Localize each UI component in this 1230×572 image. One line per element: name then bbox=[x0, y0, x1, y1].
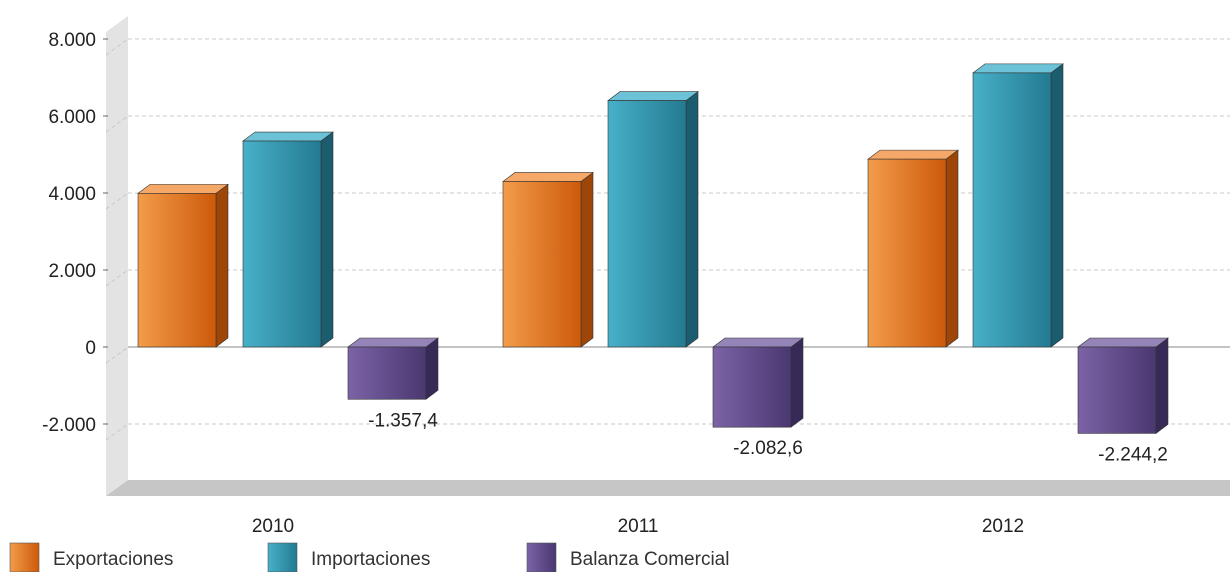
bar-front bbox=[347, 346, 427, 400]
bar-front bbox=[1077, 346, 1157, 434]
bar-top bbox=[242, 131, 334, 142]
bar-balanza-comercial-2012: -2.244,2 bbox=[1077, 337, 1169, 465]
left-wall bbox=[106, 16, 128, 496]
legend-label: Exportaciones bbox=[53, 549, 173, 570]
legend: Exportaciones Importaciones Balanza Comerc… bbox=[9, 542, 729, 572]
bar-importaciones-2012 bbox=[972, 63, 1064, 348]
y-tick-label: 6.000 bbox=[48, 107, 96, 128]
data-label: -2.082,6 bbox=[733, 438, 803, 459]
y-tick-label: 4.000 bbox=[48, 184, 96, 205]
legend-swatch bbox=[9, 542, 40, 572]
bar-top bbox=[347, 337, 439, 348]
y-axis: 8.000 6.000 4.000 2.000 0 -2.000 bbox=[42, 30, 108, 436]
legend-label: Balanza Comercial bbox=[570, 549, 729, 570]
y-tick-label: 2.000 bbox=[48, 261, 96, 282]
data-label: -1.357,4 bbox=[368, 410, 438, 431]
x-tick-label: 2011 bbox=[618, 516, 659, 537]
grid-line-wall bbox=[105, 423, 129, 441]
legend-item-balanza-comercial: Balanza Comercial bbox=[526, 542, 729, 572]
bar-side bbox=[790, 337, 804, 428]
bar-importaciones-2010 bbox=[242, 131, 334, 348]
bar-front bbox=[502, 181, 582, 348]
x-axis: 2010 2011 2012 bbox=[252, 516, 1024, 537]
bar-front bbox=[712, 346, 792, 428]
bar-top bbox=[712, 337, 804, 348]
bar-side bbox=[580, 171, 594, 348]
bar-side bbox=[425, 337, 439, 400]
bar-side bbox=[1050, 63, 1064, 348]
bar-front bbox=[137, 193, 217, 348]
bar-exportaciones-2012 bbox=[867, 149, 959, 348]
y-tick-label: 0 bbox=[85, 338, 96, 359]
bar-top bbox=[972, 63, 1064, 74]
legend-item-importaciones: Importaciones bbox=[267, 542, 430, 572]
bar-front bbox=[607, 100, 687, 348]
bar-front bbox=[972, 72, 1052, 348]
bar-importaciones-2011 bbox=[607, 90, 699, 348]
legend-swatch bbox=[526, 542, 557, 572]
bar-balanza-comercial-2010: -1.357,4 bbox=[347, 337, 439, 431]
grid-line-wall bbox=[105, 38, 129, 56]
y-tick-label: -2.000 bbox=[42, 415, 96, 436]
x-tick-label: 2012 bbox=[982, 516, 1024, 537]
x-tick-label: 2010 bbox=[252, 516, 294, 537]
bar-top bbox=[867, 149, 959, 160]
bar-top bbox=[607, 91, 699, 101]
grid-line-wall bbox=[105, 346, 129, 364]
bar-top bbox=[137, 184, 229, 194]
bar-exportaciones-2010 bbox=[137, 183, 229, 348]
bar-side bbox=[320, 131, 334, 348]
legend-swatch bbox=[267, 542, 298, 572]
data-label: -2.244,2 bbox=[1098, 444, 1168, 465]
bar-top bbox=[502, 172, 594, 182]
bar-balanza-comercial-2011: -2.082,6 bbox=[712, 337, 804, 459]
legend-item-exportaciones: Exportaciones bbox=[9, 542, 173, 572]
bar-side bbox=[215, 183, 229, 348]
bar-exportaciones-2011 bbox=[502, 171, 594, 348]
bar-front bbox=[242, 140, 322, 348]
bar-front bbox=[867, 158, 947, 348]
bar-side bbox=[685, 90, 699, 348]
bar-side bbox=[945, 149, 959, 348]
bars: -1.357,4 -2.082,6 -2.244,2 bbox=[137, 63, 1169, 465]
grid-line-wall bbox=[105, 115, 129, 133]
legend-label: Importaciones bbox=[311, 549, 430, 570]
bar-side bbox=[1155, 337, 1169, 435]
grid-line-wall bbox=[105, 192, 129, 210]
bar-top bbox=[1077, 337, 1169, 348]
y-tick-label: 8.000 bbox=[48, 30, 96, 51]
grid-line-wall bbox=[105, 269, 129, 287]
plot-background bbox=[106, 16, 1230, 496]
floor bbox=[106, 480, 1230, 496]
